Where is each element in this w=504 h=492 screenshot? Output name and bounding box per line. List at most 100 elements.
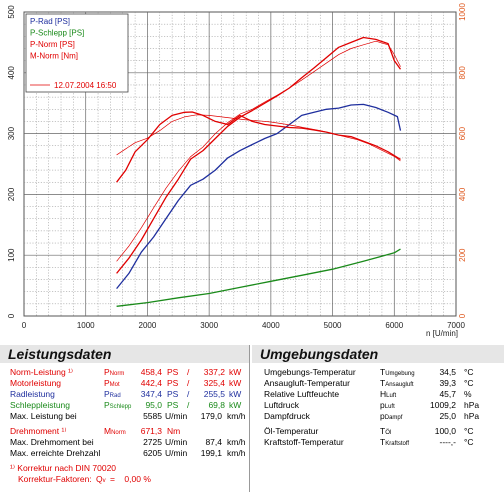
max-power-row: Max. Leistung bei 5585 U/min 179,0 km/h: [0, 411, 249, 422]
environment-row-symbol-letter: p: [380, 411, 385, 421]
environment-row-label: Ansaugluft-Temperatur: [264, 378, 350, 388]
legend-entry: M-Norm [Nm]: [30, 52, 78, 61]
power-row-ps-unit: PS: [167, 378, 179, 388]
environment-row-value: 34,5: [439, 367, 456, 377]
max-rpm-speed-unit: km/h: [227, 448, 246, 458]
environment-row-unit: °C: [464, 378, 474, 388]
power-row-sep: /: [187, 367, 190, 377]
power-row: Schleppleistung PSchlepp 95,0 PS / 69,8 kW: [0, 400, 249, 411]
series-line: [116, 36, 402, 274]
series-line: [116, 248, 401, 307]
x-tick-label: 5000: [324, 321, 342, 330]
environment-row-label: Kraftstoff-Temperatur: [264, 437, 344, 447]
environment-row-symbol: TUmgebung: [380, 367, 415, 380]
max-power-speed-unit: km/h: [227, 411, 246, 421]
environment-row-symbol-letter: T: [380, 378, 386, 388]
correction-note: ¹⁾ Korrektur nach DIN 70020: [10, 463, 117, 473]
y-left-tick-label: 200: [7, 187, 16, 201]
environment-row-unit: °C: [464, 426, 474, 436]
performance-title: Leistungsdaten: [0, 345, 249, 363]
y-left-tick-label: 100: [7, 248, 16, 262]
series-line: [116, 111, 401, 183]
x-tick-label: 1000: [77, 321, 95, 330]
environment-row-symbol-letter: T: [380, 437, 386, 447]
environment-row-symbol: TKraftstoff: [380, 437, 409, 450]
legend-entry: P-Schlepp [PS]: [30, 29, 84, 38]
environment-row-value: 25,0: [439, 411, 456, 421]
power-row-symbol-subscript: Mot: [109, 382, 120, 388]
environment-row-unit: %: [464, 389, 472, 399]
power-row: Motorleistung PMot 442,4 PS / 325,4 kW: [0, 378, 249, 389]
power-row-symbol-letter: P: [104, 400, 110, 410]
environment-row-symbol-subscript: Öl: [385, 430, 392, 436]
torque-value: 671,3: [140, 426, 162, 436]
environment-row-symbol: TAnsaugluft: [380, 378, 414, 391]
environment-row: Kraftstoff-Temperatur TKraftstoff ----,- °C: [252, 437, 504, 448]
environment-row: Dampfdruck pDampf 25,0 hPa: [252, 411, 504, 422]
torque-unit: Nm: [167, 426, 181, 436]
environment-row-symbol-subscript: Umgebung: [385, 371, 415, 377]
environment-row: Öl-Temperatur TÖl 100,0 °C: [252, 426, 504, 437]
environment-row-value: 1009,2: [430, 400, 456, 410]
max-torque-label: Max. Drehmoment bei: [10, 437, 94, 447]
max-rpm-rpm: 6205: [143, 448, 162, 458]
torque-symbol: MNorm: [104, 426, 126, 439]
environment-row-symbol-letter: p: [380, 400, 385, 410]
y-left-tick-label: 0: [7, 313, 16, 318]
power-row-sep: /: [187, 400, 190, 410]
power-row-symbol-letter: P: [104, 389, 110, 399]
power-row-ps-value: 458,4: [140, 367, 162, 377]
environment-row-unit: °C: [464, 437, 474, 447]
power-row-kw-value: 337,2: [203, 367, 225, 377]
torque-label: Drehmoment ¹⁾: [10, 426, 67, 436]
torque-row: Drehmoment ¹⁾ MNorm 671,3 Nm: [0, 426, 249, 437]
environment-row-symbol-letter: H: [380, 389, 387, 399]
power-row-ps-unit: PS: [167, 389, 179, 399]
correction-factor-symbol-subscript: v: [102, 478, 106, 484]
environment-row-label: Umgebungs-Temperatur: [264, 367, 356, 377]
power-row-ps-value: 347,4: [140, 389, 162, 399]
environment-row-symbol: pDampf: [380, 411, 402, 424]
power-row-ps-value: 95,0: [145, 400, 162, 410]
environment-row-value: 45,7: [439, 389, 456, 399]
environment-row-symbol-subscript: Luft: [384, 404, 395, 410]
power-row-kw-value: 255,5: [203, 389, 225, 399]
environment-row: Relative Luftfeuchte HLuft 45,7%: [252, 389, 504, 400]
x-tick-label: 2000: [139, 321, 157, 330]
environment-row-value: ----,-: [439, 437, 456, 447]
legend-entry: P-Rad [PS]: [30, 17, 70, 26]
power-row-kw-unit: kW: [229, 367, 242, 377]
power-row-symbol-letter: P: [104, 367, 110, 377]
correction-factor-label: Korrektur-Faktoren:: [18, 474, 92, 484]
max-torque-speed-unit: km/h: [227, 437, 246, 447]
environment-row-label: Dampfdruck: [264, 411, 310, 421]
x-tick-label: 0: [22, 321, 27, 330]
series-line: [116, 114, 401, 162]
y-left-tick-label: 500: [7, 5, 16, 19]
power-row-symbol: PRad: [104, 389, 121, 402]
environment-row: Luftdruck pLuft 1009,2 hPa: [252, 400, 504, 411]
max-rpm-row: Max. erreichte Drehzahl 6205 U/min 199,1 km/…: [0, 448, 249, 459]
environment-row-label: Öl-Temperatur: [264, 426, 319, 436]
correction-factor-row: Korrektur-Faktoren: Qv = 0,00 %: [0, 474, 249, 485]
power-row-symbol: PSchlepp: [104, 400, 131, 413]
max-power-rpm: 5585: [143, 411, 162, 421]
environment-row-unit: hPa: [464, 411, 480, 421]
power-row-symbol-letter: P: [104, 378, 110, 388]
power-row-label: Motorleistung: [10, 378, 62, 388]
y-right-tick-label: 0: [458, 313, 467, 318]
power-row-ps-unit: PS: [167, 400, 179, 410]
power-row-kw-value: 69,8: [208, 400, 225, 410]
x-tick-label: 7000: [447, 321, 465, 330]
environment-row-symbol-subscript: Dampf: [384, 415, 403, 421]
legend-box: [25, 13, 129, 93]
power-row-symbol: PMot: [104, 378, 120, 391]
x-tick-label: 6000: [385, 321, 403, 330]
environment-row: Ansaugluft-Temperatur TAnsaugluft 39,3 °C: [252, 378, 504, 389]
max-torque-rpm-unit: U/min: [165, 437, 188, 447]
x-tick-label: 4000: [262, 321, 280, 330]
environment-row-value: 39,3: [439, 378, 456, 388]
environment-row-symbol: pLuft: [380, 400, 395, 413]
legend-entry: P-Norm [PS]: [30, 40, 75, 49]
torque-symbol-subscript: Norm: [111, 430, 126, 436]
